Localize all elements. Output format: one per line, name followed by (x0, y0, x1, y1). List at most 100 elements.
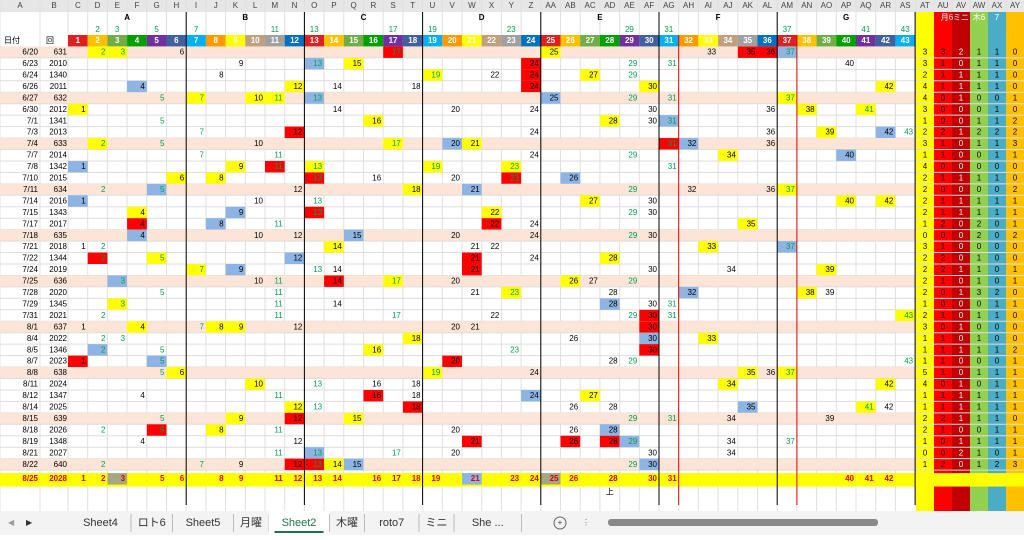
column-letter: AE (624, 1, 635, 10)
cell-number: 29 (628, 59, 637, 68)
summary-value: 1 (995, 311, 1000, 320)
cell-number: 23 (510, 288, 519, 297)
cell-number: 13 (313, 380, 322, 389)
summary-value: 1 (977, 403, 982, 412)
number-header: 15 (349, 36, 358, 45)
column-letter: AF (644, 1, 654, 10)
sheet-tab[interactable]: 月曜 (240, 516, 262, 529)
cell-number: 4 (140, 219, 145, 228)
column-header-bar (0, 0, 1024, 12)
sheet-tab[interactable]: roto7 (379, 517, 404, 529)
number-header-cell (245, 35, 265, 47)
cell-number: 33 (707, 242, 716, 251)
cell-number: 28 (609, 403, 618, 412)
date: 7/15 (22, 208, 38, 217)
cell-highlight (225, 321, 246, 333)
summary-value: 2 (1013, 345, 1018, 354)
cell-highlight (777, 92, 797, 104)
tab-next[interactable]: ▶ (26, 518, 33, 527)
add-sheet[interactable] (553, 516, 567, 530)
date: 8/25 (22, 474, 38, 483)
number-header-cell (481, 35, 502, 47)
date: 7/4 (27, 139, 39, 148)
cell-highlight (462, 138, 482, 150)
more[interactable]: ⋮ (582, 518, 590, 527)
tab-prev[interactable]: ◀ (8, 518, 15, 527)
cell-number: 7 (199, 460, 204, 469)
column-letter: AI (704, 1, 712, 10)
cell-number: 32 (687, 288, 696, 297)
scrollbar[interactable] (608, 519, 878, 526)
summary-value: 1 (1013, 391, 1018, 400)
cell-number: 7 (199, 93, 204, 102)
cell-number: 38 (806, 288, 815, 297)
cell-highlight (501, 286, 522, 299)
cell-number: 24 (530, 254, 539, 263)
summary-value: 0 (1013, 288, 1018, 297)
number-header: 16 (369, 36, 378, 45)
sheet-tab[interactable]: ロト6 (138, 517, 166, 529)
cell-number: 31 (668, 299, 677, 308)
cell-highlight (816, 126, 837, 139)
summary-value: 2 (923, 425, 928, 434)
summary-value: 0 (995, 322, 1000, 331)
prime-number: 11 (271, 25, 280, 34)
prime-number: 41 (861, 25, 870, 34)
date: 8/1 (27, 322, 39, 331)
sheet-tab[interactable]: She ... (472, 517, 504, 529)
cell-highlight (343, 458, 364, 471)
summary-value: 1 (941, 59, 946, 68)
cell-number: 20 (451, 322, 460, 331)
cell-highlight (205, 321, 226, 333)
cell-number: 5 (160, 357, 165, 366)
sheet-tab[interactable]: Sheet2 (282, 517, 317, 529)
row-shade (0, 321, 916, 333)
sheet-tab[interactable]: Sheet5 (186, 517, 221, 529)
column-letter: AO (821, 1, 833, 10)
cell-highlight (678, 286, 699, 299)
summary-value: 1 (941, 368, 946, 377)
cell-number: 25 (550, 474, 559, 483)
cell-highlight (68, 195, 88, 207)
summary-value: 0 (995, 277, 1000, 286)
cell-number: 42 (884, 82, 893, 91)
cell-number: 39 (825, 414, 834, 423)
summary-header: 月6 (941, 13, 954, 22)
summary-value: 1 (959, 93, 964, 102)
number-header: 42 (881, 36, 890, 45)
sheet-tab[interactable]: 木曜 (336, 516, 358, 529)
summary-value: 0 (959, 334, 964, 343)
number-header: 5 (154, 36, 159, 45)
cell-number: 1 (81, 474, 86, 483)
column-letter: AD (604, 1, 615, 10)
column-letter: AS (900, 1, 911, 10)
cell-number: 34 (727, 265, 736, 274)
cell-number: 14 (333, 105, 342, 114)
cell-number: 2 (101, 345, 106, 354)
cell-highlight (875, 195, 896, 207)
cell-number: 11 (274, 162, 283, 171)
cell-highlight (363, 389, 384, 402)
date: 7/10 (22, 174, 38, 183)
date: 8/21 (22, 448, 38, 457)
column-letter: C (75, 1, 81, 10)
sheet-tab[interactable]: Sheet4 (83, 517, 118, 529)
cell-highlight (284, 252, 305, 264)
sheet-tab[interactable]: ミニ (426, 517, 448, 529)
cell-number: 42 (884, 196, 893, 205)
cell-number: 27 (589, 196, 598, 205)
add-sheet-icon[interactable]: + (558, 518, 563, 527)
cell-number: 28 (609, 288, 618, 297)
number-header: 30 (645, 36, 654, 45)
summary-value: 0 (1013, 311, 1018, 320)
summary-value: 2 (923, 414, 928, 423)
summary-value: 0 (959, 162, 964, 171)
summary-value: 0 (959, 311, 964, 320)
cell-highlight (777, 241, 797, 253)
summary-value: 0 (995, 162, 1000, 171)
prime-number: 2 (95, 25, 100, 34)
cell-number: 12 (293, 128, 302, 137)
cell-highlight (146, 183, 167, 196)
cell-number: 29 (628, 357, 637, 366)
summary-value: 0 (1013, 414, 1018, 423)
